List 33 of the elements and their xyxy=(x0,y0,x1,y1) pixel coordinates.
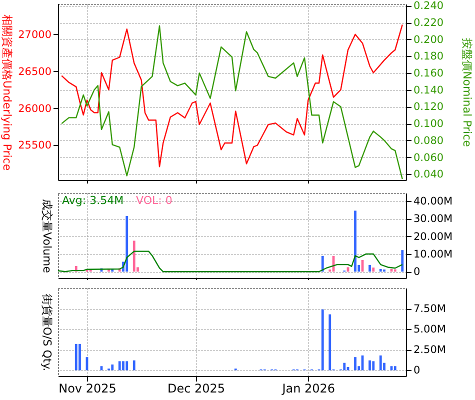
y2-tick-label: 0.060 xyxy=(414,152,444,164)
y2-tick-label: 0.140 xyxy=(414,84,444,96)
y-tick-label: 40.00M xyxy=(414,195,453,208)
x-tick-label: Dec 2025 xyxy=(167,382,226,396)
y2-tick-label: 0.220 xyxy=(414,17,444,30)
y2-tick-label: 0.160 xyxy=(414,68,444,80)
y-axis-title: 街貨量O/S Qty. xyxy=(40,294,54,372)
y2-tick-label: 0.040 xyxy=(414,168,444,181)
y2-tick-label: 0.080 xyxy=(414,134,444,147)
y-tick-label: 7.50M xyxy=(414,303,446,316)
annotation: VOL: 0 xyxy=(136,194,172,207)
y-tick-label: 25500 xyxy=(18,140,52,152)
x-tick-label: Nov 2025 xyxy=(58,382,116,396)
y2-tick-label: 0.180 xyxy=(414,50,444,63)
y-tick-label: 0 xyxy=(414,364,420,377)
y-tick-label: 2.50M xyxy=(414,344,446,356)
y-tick-label: 27000 xyxy=(18,28,52,41)
y2-tick-label: 0.200 xyxy=(414,34,444,46)
y-tick-label: 26000 xyxy=(18,102,52,115)
y-tick-label: 20.00M xyxy=(414,230,453,243)
y-tick-label: 26500 xyxy=(18,66,52,78)
y2-axis-title: 按盤價Nominal Price xyxy=(460,38,474,148)
annotation: Avg: 3.54M xyxy=(62,194,124,207)
y-tick-label: 30.00M xyxy=(414,213,453,226)
y-axis-title: 相關資產價格Underlying Price xyxy=(0,14,14,171)
y-tick-label: 5.00M xyxy=(414,324,446,336)
y-tick-label: 10.00M xyxy=(414,248,453,260)
x-tick-label: Jan 2026 xyxy=(281,382,336,396)
y-tick-label: 0 xyxy=(414,266,420,278)
y2-tick-label: 0.240 xyxy=(414,0,444,12)
y-axis-title: 成交量Volume xyxy=(40,199,54,274)
y2-tick-label: 0.120 xyxy=(414,101,444,114)
y2-tick-label: 0.100 xyxy=(414,118,444,130)
